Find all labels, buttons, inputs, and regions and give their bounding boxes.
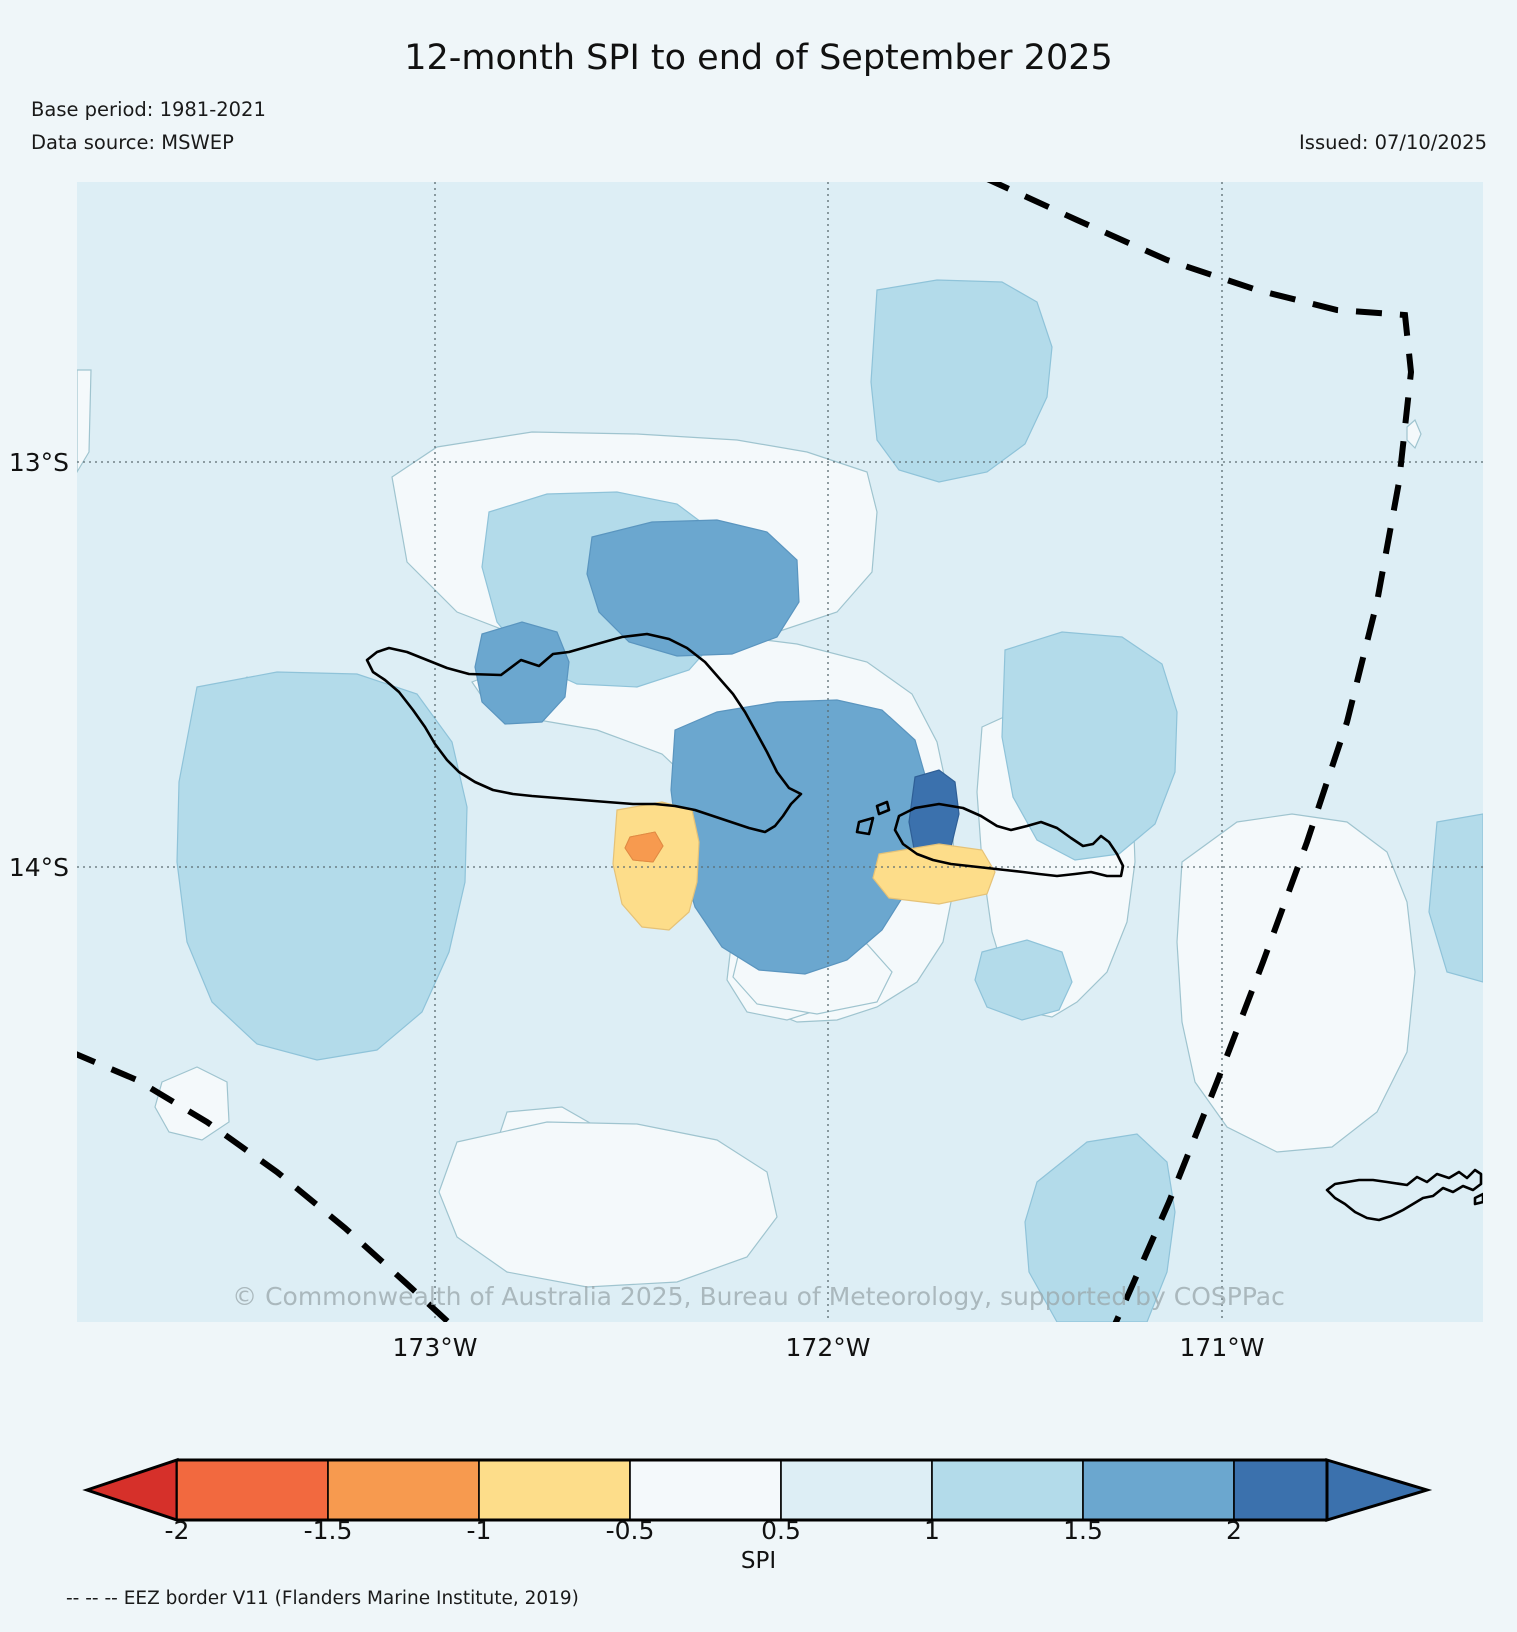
coastline-upolu (893, 802, 1125, 878)
colorbar-bin--2--1.5 (176, 1459, 329, 1521)
colorbar-bin-0.5-1 (780, 1459, 933, 1521)
spi-band-1-1p5 (1001, 631, 1178, 861)
page-title: 12-month SPI to end of September 2025 (404, 38, 1113, 78)
colorbar-tick-2: 2 (1226, 1516, 1242, 1545)
colorbar-bin-1.5-2 (1082, 1459, 1235, 1521)
spi-band-1p5-2 (474, 621, 570, 725)
data-source-label: Data source: MSWEP (31, 131, 234, 154)
colorbar-title: SPI (740, 1548, 777, 1574)
spi-map-plot (77, 182, 1483, 1322)
spi-band-1-1p5 (1024, 1133, 1176, 1322)
colorbar-tick-0.5: 0.5 (761, 1516, 801, 1545)
y-tick-label-13S: 13°S (8, 448, 69, 477)
colorbar (77, 1455, 1437, 1525)
x-tick-label-173W: 173°W (392, 1333, 478, 1362)
spi-band-1p5-2 (586, 519, 800, 657)
coastline-aunuu (1473, 1192, 1483, 1206)
map-gridlines (77, 182, 1483, 1322)
colorbar-bin--0.5-0.5 (629, 1459, 782, 1521)
colorbar-extend-high (1325, 1457, 1433, 1523)
y-tick-label-14S: 14°S (8, 853, 69, 882)
colorbar-bin--1--0.5 (478, 1459, 631, 1521)
spi-band-1-1p5 (176, 671, 468, 1061)
map-svg (77, 182, 1483, 1322)
colorbar-bin--1.5--1 (327, 1459, 480, 1521)
coastline-apolima (855, 816, 875, 836)
colorbar-tick-1: 1 (924, 1516, 940, 1545)
spi-band-1-1p5 (974, 939, 1073, 1021)
colorbar-svg (82, 1457, 1433, 1523)
spi-band-neutral (438, 1121, 778, 1288)
eez-border-east (986, 182, 1415, 1322)
colorbar-tick--0.5: -0.5 (605, 1516, 655, 1545)
x-tick-label-172W: 172°W (785, 1333, 871, 1362)
eez-border-southwest (77, 1051, 453, 1322)
spi-band-1-1p5 (1428, 813, 1483, 983)
spi-band-dry-1-0p5 (872, 843, 996, 905)
islet-outline (1406, 419, 1422, 450)
coastline-manono (875, 800, 891, 816)
spi-band-neutral (1176, 813, 1416, 1153)
issued-date-label: Issued: 07/10/2025 (1299, 131, 1487, 154)
colorbar-tick--1: -1 (466, 1516, 492, 1545)
coastline-tutuila (1325, 1168, 1483, 1222)
colorbar-tick--1.5: -1.5 (303, 1516, 353, 1545)
colorbar-bin-1-1.5 (931, 1459, 1084, 1521)
x-tick-label-171W: 171°W (1179, 1333, 1265, 1362)
colorbar-tick--2: -2 (164, 1516, 190, 1545)
colorbar-extend-low (82, 1457, 179, 1523)
coastline-savaii (365, 632, 803, 834)
spi-band-1-1p5 (870, 279, 1053, 483)
eez-legend-note: -- -- -- EEZ border V11 (Flanders Marine… (66, 1588, 579, 1609)
spi-band-neutral (77, 369, 92, 474)
colorbar-tick-1.5: 1.5 (1063, 1516, 1103, 1545)
colorbar-bin-over-2 (1233, 1459, 1328, 1521)
base-period-label: Base period: 1981-2021 (31, 98, 266, 121)
eez-border (77, 182, 1415, 1322)
spi-band-dry-1p5-1-core (624, 831, 664, 863)
spi-contour-fills (77, 279, 1483, 1322)
coastlines (365, 632, 1483, 1222)
